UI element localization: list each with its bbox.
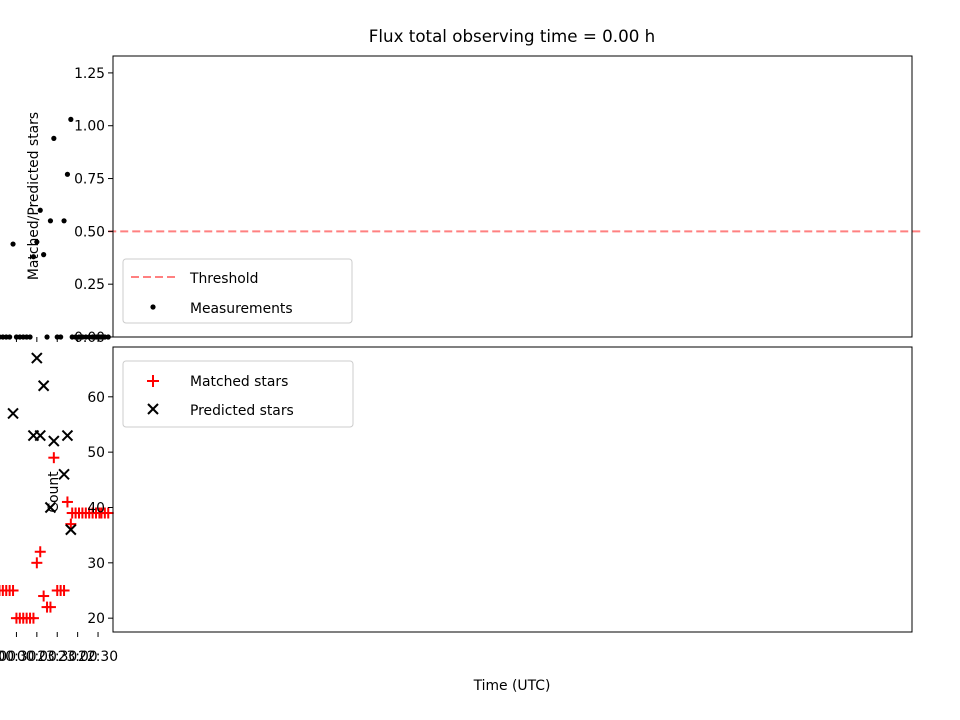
top-legend: Threshold Measurements <box>122 258 353 324</box>
measurement-point <box>51 135 57 141</box>
top-y-tick-label: 0.50 <box>74 224 105 240</box>
bottom-y-tick-label: 40 <box>87 500 105 516</box>
predicted-star-point <box>65 523 77 536</box>
top-axes-frame <box>112 55 913 338</box>
x-tick-label: 01:00 <box>0 649 16 665</box>
top-panel: Flux total observing time = 0.00 h 0.000… <box>0 26 921 346</box>
top-y-tick-label: 0.00 <box>74 330 105 346</box>
x-tick-label: 22:30 <box>78 649 118 665</box>
measurement-point <box>0 334 3 340</box>
predicted-star-point <box>48 435 60 447</box>
legend-measurements-label: Measurements <box>190 301 293 317</box>
top-plot-area: 0.00 0.25 0.50 0.75 1.00 1.25 <box>0 55 921 346</box>
matched-star-point <box>66 507 78 519</box>
predicted-star-point <box>37 380 50 392</box>
measurement-point <box>34 239 40 245</box>
matched-star-point <box>38 590 50 602</box>
measurement-point <box>41 252 47 258</box>
legend-matched-swatch <box>147 375 159 387</box>
matched-star-point <box>34 546 46 558</box>
legend-predicted-swatch <box>147 403 159 415</box>
predicted-star-point <box>31 352 43 364</box>
x-tick-label: 23:30 <box>37 649 77 665</box>
bottom-axes-frame <box>112 346 913 633</box>
matched-star-point <box>10 612 22 624</box>
matched-star-point <box>31 557 43 569</box>
bottom-plot-area: 20 30 40 50 60 22:3023:0023:3000:0000:3001:00… <box>0 346 913 665</box>
measurement-point <box>37 207 43 213</box>
predicted-star-point <box>58 468 70 480</box>
measurement-point <box>69 334 75 340</box>
bottom-y-tick-label: 20 <box>87 611 105 627</box>
measurement-point <box>10 241 16 247</box>
x-tick-label: 00:30 <box>0 649 36 665</box>
predicted-star-point <box>61 429 74 442</box>
bottom-y-tick-label: 50 <box>87 445 105 461</box>
matched-star-point <box>0 584 5 596</box>
measurement-point <box>64 171 71 177</box>
matched-star-point <box>65 518 77 530</box>
bottom-y-tick-label: 30 <box>87 556 105 572</box>
legend-measurements-swatch <box>150 304 156 310</box>
legend-threshold-label: Threshold <box>189 271 258 287</box>
top-y-axis-label: Matched/Predicted stars <box>26 112 42 280</box>
predicted-star-point <box>44 501 57 514</box>
legend-matched-label: Matched stars <box>190 374 288 390</box>
measurement-point <box>47 218 54 224</box>
top-y-tick-label: 0.25 <box>74 277 105 293</box>
bottom-panel: 20 30 40 50 60 22:3023:0023:3000:0000:3001:00… <box>0 346 913 694</box>
bottom-legend: Matched stars Predicted stars <box>122 360 354 428</box>
legend-predicted-label: Predicted stars <box>190 403 294 419</box>
measurement-point <box>61 218 67 224</box>
bottom-y-tick-label: 60 <box>87 390 105 406</box>
bottom-y-axis-label: Count <box>46 471 62 513</box>
measurement-point <box>30 254 37 260</box>
measurement-point <box>44 334 50 340</box>
predicted-star-point <box>27 429 40 442</box>
matched-star-point <box>51 584 63 596</box>
matched-star-point <box>61 496 73 508</box>
x-axis-label: Time (UTC) <box>473 678 551 694</box>
x-tick-label: 00:00 <box>17 649 57 665</box>
top-y-tick-label: 1.25 <box>74 66 105 82</box>
top-y-tick-label: 0.75 <box>74 172 105 188</box>
measurement-point <box>68 116 74 122</box>
matched-star-point <box>41 601 53 613</box>
top-y-tick-label: 1.00 <box>74 119 105 135</box>
predicted-star-point <box>7 407 19 420</box>
x-tick-label: 23:00 <box>58 649 98 665</box>
chart-title: Flux total observing time = 0.00 h <box>369 26 655 46</box>
matched-star-point <box>48 452 60 464</box>
